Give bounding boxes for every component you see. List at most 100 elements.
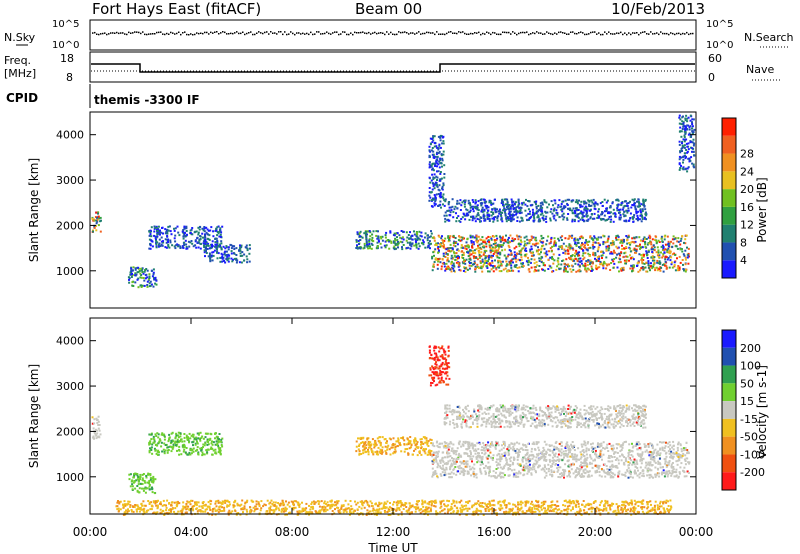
scatter-cell [459,269,462,272]
scatter-cell [616,247,619,250]
scatter-cell [541,201,544,204]
scatter-cell [603,463,606,466]
scatter-cell [158,230,161,233]
scatter-cell [630,206,633,209]
scatter-cell [615,443,618,446]
scatter-cell [143,279,146,282]
noise-sample [348,33,350,36]
scatter-cell [420,441,423,443]
scatter-cell [175,434,178,437]
scatter-cell [565,263,568,266]
scatter-cell [432,451,435,454]
scatter-cell [545,220,548,223]
scatter-cell [144,481,147,484]
scatter-cell [487,263,490,266]
scatter-cell [363,448,366,451]
scatter-cell [431,137,433,140]
scatter-cell [603,260,606,263]
scatter-cell [534,244,537,247]
scatter-cell [632,217,634,220]
noise-sample [444,33,446,36]
scatter-cell [629,254,631,257]
scatter-cell [627,209,630,212]
scatter-cell [509,467,512,470]
scatter-cell [513,468,516,471]
scatter-cell [509,241,512,244]
scatter-cell [521,263,524,266]
scatter-cell [172,446,175,449]
scatter-cell [368,243,371,245]
scatter-cell [495,440,497,443]
scatter-cell [433,197,436,200]
scatter-cell [529,204,532,207]
scatter-cell [553,244,555,247]
scatter-cell [480,202,483,205]
scatter-cell [504,214,507,217]
scatter-cell [369,441,372,444]
scatter-cell [637,260,640,263]
scatter-cell [204,246,207,249]
scatter-cell [522,265,525,267]
scatter-cell [98,217,101,220]
scatter-cell [460,244,463,247]
scatter-cell [134,268,137,271]
scatter-cell [471,263,474,266]
scatter-cell [145,476,148,479]
scatter-cell [472,241,475,244]
scatter-cell [672,235,675,238]
scatter-cell [596,216,599,219]
scatter-cell [466,209,469,212]
scatter-cell [388,239,391,242]
scatter-cell [170,450,173,453]
scatter-cell [435,160,438,163]
scatter-cell [553,243,555,246]
scatter-cell [492,213,495,215]
scatter-cell [481,446,484,449]
scatter-cell [474,202,477,205]
scatter-cell [160,433,163,436]
scatter-cell [657,249,660,252]
scatter-cell [463,266,466,269]
scatter-cell [550,208,553,211]
scatter-cell [148,238,151,241]
scatter-cell [488,468,491,471]
scatter-cell [666,258,669,261]
scatter-cell [635,210,638,213]
scatter-cell [240,261,243,264]
scatter-cell [189,453,192,456]
scatter-cell [516,266,519,269]
scatter-cell [425,448,427,451]
scatter-cell [654,235,657,238]
scatter-cell [471,243,474,246]
scatter-cell [617,203,620,206]
scatter-cell [496,215,499,218]
scatter-cell [644,212,647,215]
scatter-cell [567,449,570,451]
noise-sample [338,33,340,36]
scatter-cell [397,437,400,440]
nsearch-tick-bottom: 10^0 [706,40,733,51]
scatter-cell [533,266,536,269]
scatter-cell [608,263,611,266]
scatter-cell [433,237,436,240]
noise-sample [282,33,284,36]
scatter-cell [426,237,429,240]
scatter-cell [424,441,427,444]
scatter-cell [130,267,133,270]
scatter-cell [201,232,204,235]
scatter-cell [217,444,220,447]
scatter-cell [136,271,139,274]
scatter-cell [429,196,432,199]
scatter-cell [641,246,644,249]
noise-sample [294,33,296,36]
scatter-cell [666,249,669,252]
scatter-cell [502,242,505,245]
scatter-cell [158,451,160,454]
scatter-cell [372,230,375,233]
scatter-cell [570,468,573,471]
scatter-cell [241,251,244,254]
scatter-cell [512,475,515,478]
scatter-cell [433,142,436,145]
scatter-cell [503,207,506,210]
scatter-cell [367,448,369,451]
